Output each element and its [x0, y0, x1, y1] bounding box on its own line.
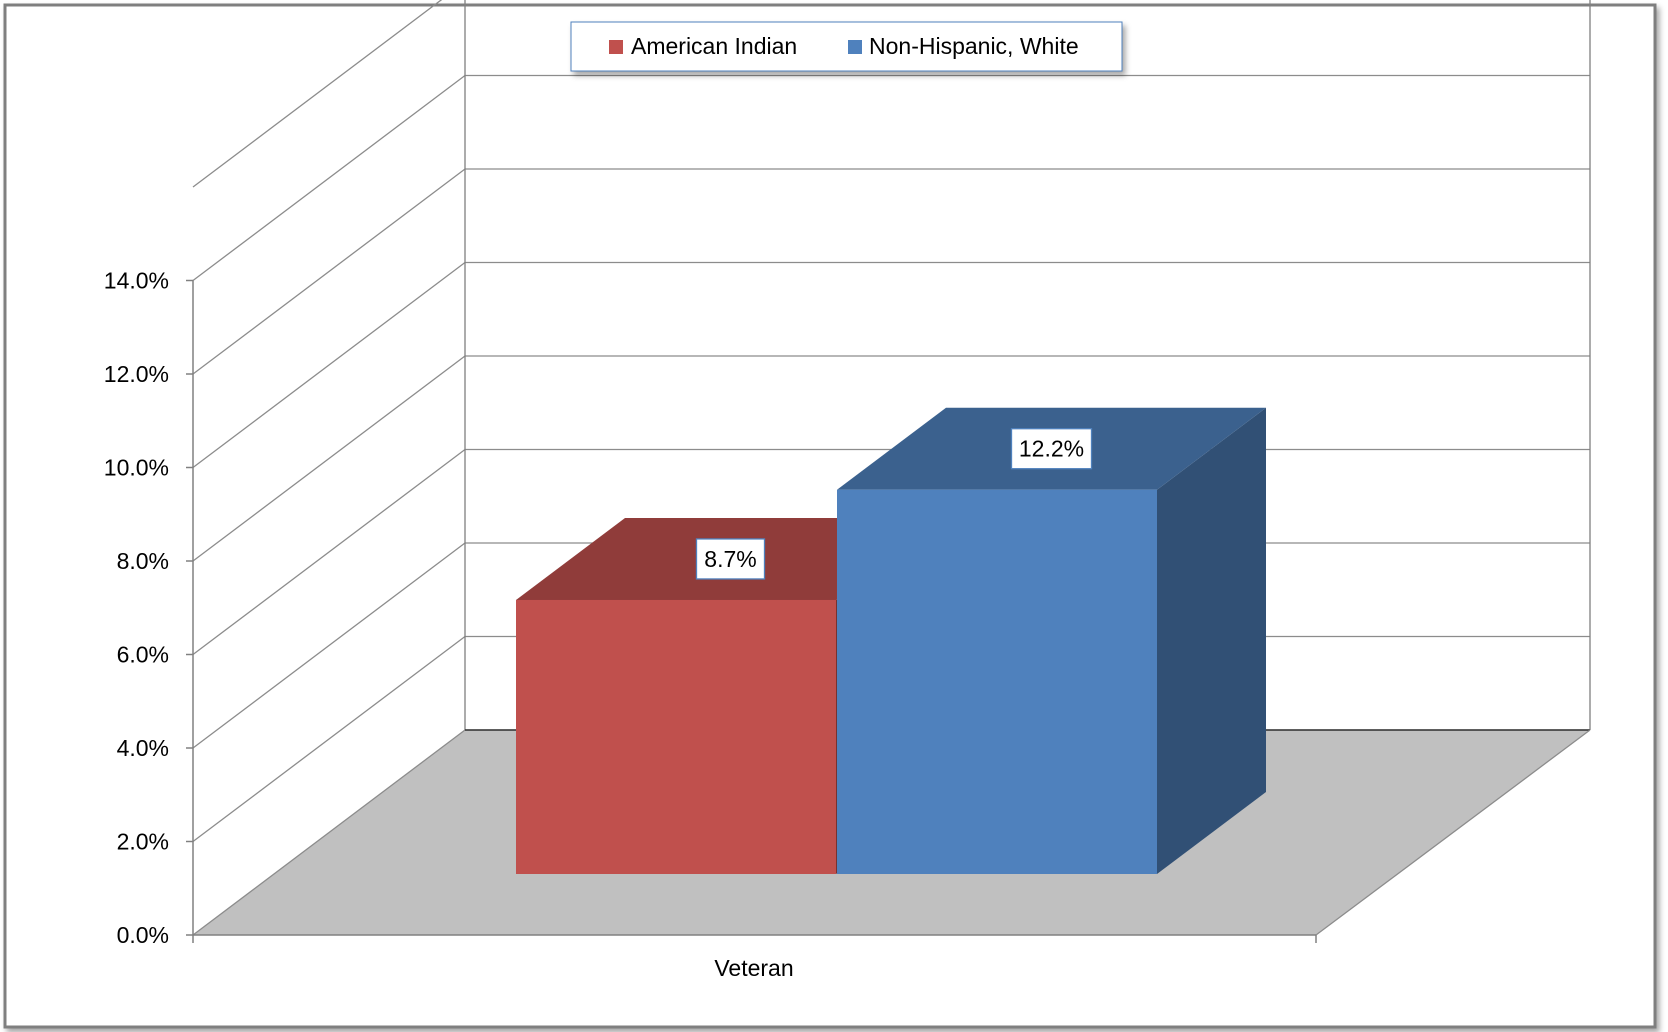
y-tick-label: 4.0% — [117, 735, 169, 761]
gridline-side — [192, 542, 466, 749]
legend-swatch-american-indian — [609, 40, 623, 54]
bar-front — [516, 599, 836, 874]
data-label: 8.7% — [704, 546, 756, 572]
bar-1: 12.2% — [837, 407, 1266, 874]
y-tick-label: 10.0% — [104, 455, 169, 481]
gridline-side — [192, 635, 466, 843]
gridline-side — [192, 729, 466, 936]
gridline-side — [192, 168, 466, 375]
legend-swatch-non-hispanic-white — [848, 40, 862, 54]
floor-right-edge — [1315, 729, 1591, 936]
gridline-side — [192, 448, 466, 656]
y-tick-label: 14.0% — [104, 268, 169, 294]
data-label: 12.2% — [1019, 436, 1084, 462]
y-tick-label: 6.0% — [117, 642, 169, 668]
x-tick-label: Veteran — [714, 955, 793, 981]
legend: American Indian Non-Hispanic, White — [570, 21, 1123, 72]
chart-bars: 8.7% 12.2% — [516, 407, 1266, 874]
gridline-side — [192, 0, 443, 188]
x-axis: Veteran — [192, 934, 1317, 981]
bar-side — [1157, 407, 1266, 874]
y-tick-label: 0.0% — [117, 922, 169, 948]
legend-label-american-indian: American Indian — [631, 33, 797, 59]
legend-label-non-hispanic-white: Non-Hispanic, White — [869, 33, 1079, 59]
y-tick-label: 2.0% — [117, 829, 169, 855]
gridline-side — [192, 355, 466, 562]
data-label-box — [1010, 428, 1093, 470]
bar-front — [837, 489, 1157, 874]
y-axis: 0.0% 2.0% 4.0% 6.0% 8.0% 10.0% 12.0% 14.0% — [104, 268, 194, 948]
y-tick-label: 8.0% — [117, 548, 169, 574]
data-label-box — [695, 538, 766, 580]
y-tick-label: 12.0% — [104, 361, 169, 387]
gridline-side — [192, 261, 466, 469]
gridline-side — [192, 74, 466, 282]
